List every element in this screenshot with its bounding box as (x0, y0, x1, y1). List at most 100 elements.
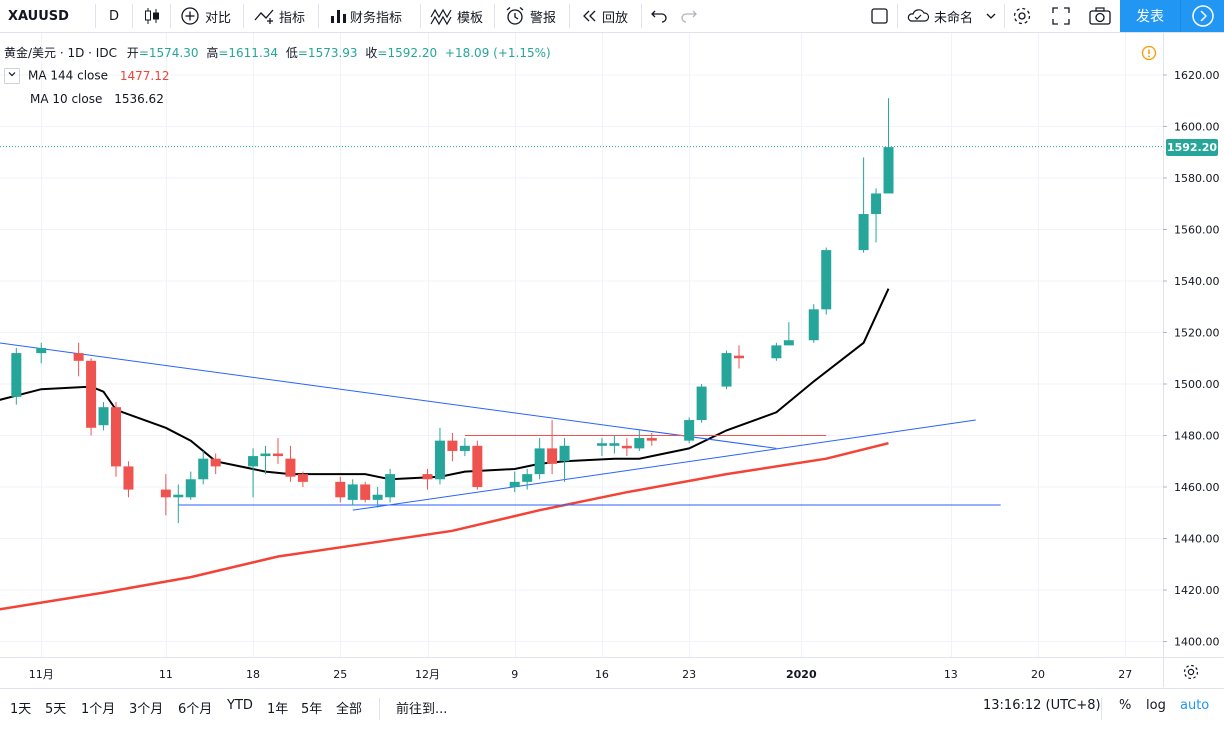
clock-display: 13:16:12 (UTC+8) (983, 698, 1101, 713)
range-1d[interactable]: 1天 (10, 702, 32, 717)
settings-button[interactable] (1011, 0, 1033, 32)
compare-button[interactable]: 对比 (179, 0, 231, 32)
candle-body (634, 438, 645, 449)
ohlc-high: 高=1611.34 (206, 46, 279, 60)
alert-label: 警报 (530, 10, 557, 26)
collapse-icon[interactable] (4, 68, 20, 84)
range-3m[interactable]: 3个月 (129, 702, 164, 717)
fullscreen-toggle-button[interactable] (870, 0, 890, 32)
candle-body (808, 309, 819, 341)
replay-button[interactable]: 回放 (580, 0, 628, 32)
candle-body (734, 355, 744, 359)
candle-body (609, 443, 620, 446)
financials-label: 财务指标 (350, 10, 403, 26)
play-button[interactable] (1180, 0, 1224, 32)
ma10-value: 1536.62 (114, 92, 164, 106)
gear-icon (1183, 664, 1199, 680)
range-ytd[interactable]: YTD (227, 698, 253, 713)
ma144-legend[interactable]: MA 144 close 1477.12 (4, 68, 169, 84)
toolbar-divider (494, 4, 495, 28)
candle-body (434, 440, 445, 480)
axis-settings-button[interactable] (1181, 662, 1201, 686)
range-1m[interactable]: 1个月 (81, 702, 116, 717)
candlestick-icon (145, 8, 159, 24)
candle-body (472, 445, 483, 487)
range-1y[interactable]: 1年 (267, 702, 289, 717)
time-tick-label: 16 (595, 668, 609, 681)
goto-date-button[interactable]: 前往到... (396, 702, 448, 717)
last-price-badge: 1592.20 (1166, 138, 1218, 156)
toolbar-divider (95, 4, 96, 28)
alarm-clock-icon (506, 7, 524, 25)
candle-body (260, 453, 271, 457)
warning-icon[interactable] (1141, 45, 1157, 65)
candle-body (385, 474, 396, 498)
financials-button[interactable]: 财务指标 (328, 0, 402, 32)
redo-button[interactable] (678, 0, 698, 32)
square-icon (871, 8, 888, 24)
interval-button[interactable]: D (109, 0, 119, 32)
candle-body (36, 347, 47, 354)
toolbar-divider (420, 4, 421, 28)
time-tick-label: 25 (333, 668, 347, 681)
ma144-value: 1477.12 (119, 68, 170, 83)
time-tick-label: 11月 (29, 668, 54, 681)
publish-button[interactable]: 发表 (1120, 0, 1180, 32)
trendline (352, 419, 976, 511)
time-tick-label: 18 (246, 668, 260, 681)
play-icon (1192, 5, 1214, 27)
log-toggle[interactable]: log (1146, 698, 1166, 713)
candle-body (771, 345, 782, 359)
templates-button[interactable]: 模板 (429, 0, 483, 32)
price-tick-label: 1500.00 (1174, 378, 1220, 391)
legend: 黄金/美元 · 1D · IDC 开=1574.30 高=1611.34 低=1… (4, 44, 551, 61)
plus-circle-icon (181, 7, 199, 25)
compare-label: 对比 (205, 10, 232, 26)
ohlc-low: 低=1573.93 (285, 46, 358, 60)
range-all[interactable]: 全部 (336, 702, 363, 717)
candle-body (272, 453, 283, 457)
time-tick-label: 11 (159, 668, 173, 681)
camera-icon (1089, 7, 1111, 25)
range-5y[interactable]: 5年 (301, 702, 323, 717)
price-chart[interactable]: 1400.00 1420.00 1440.00 1460.00 1480.00 1500.… (0, 33, 1224, 687)
candle-body (422, 474, 433, 480)
redo-icon (681, 10, 697, 23)
instrument-title: 黄金/美元 · 1D · IDC (4, 46, 117, 60)
price-tick-label: 1440.00 (1174, 533, 1220, 546)
indicators-label: 指标 (279, 10, 306, 26)
percent-toggle[interactable]: % (1119, 698, 1132, 713)
price-tick-label: 1600.00 (1174, 121, 1220, 134)
range-5d[interactable]: 5天 (45, 702, 67, 717)
toolbar-divider (897, 4, 898, 28)
candle-body (210, 458, 221, 467)
fullscreen-button[interactable] (1050, 0, 1072, 32)
bar-chart-icon (331, 10, 346, 23)
candle-body (73, 353, 84, 361)
chart-type-button[interactable] (143, 0, 161, 32)
candle-body (285, 458, 296, 477)
gear-icon (1013, 7, 1031, 25)
undo-icon (651, 10, 667, 23)
candle-body (559, 445, 570, 462)
layout-name: 未命名 (934, 10, 974, 26)
toolbar-divider (170, 4, 171, 28)
candle-body (160, 489, 171, 498)
symbol-search[interactable]: XAUUSD (8, 0, 69, 32)
price-tick-label: 1400.00 (1174, 636, 1220, 649)
snapshot-button[interactable] (1088, 0, 1112, 32)
ohlc-open: 开=1574.30 (126, 46, 199, 60)
ma10-legend[interactable]: MA 10 close 1536.62 (30, 92, 164, 106)
axes-layer: 1400.00 1420.00 1440.00 1460.00 1480.00 1500.… (0, 33, 1224, 687)
indicators-button[interactable]: 指标 (253, 0, 305, 32)
time-tick-label: 20 (1031, 668, 1045, 681)
candle-body (459, 445, 470, 451)
auto-toggle[interactable]: auto (1180, 698, 1210, 713)
range-6m[interactable]: 6个月 (178, 702, 213, 717)
time-tick-label: 23 (682, 668, 696, 681)
layout-menu-button[interactable]: 未命名 (905, 0, 999, 32)
candle-body (447, 440, 458, 451)
undo-button[interactable] (650, 0, 670, 32)
price-tick-label: 1540.00 (1174, 275, 1220, 288)
alert-button[interactable]: 警报 (504, 0, 556, 32)
